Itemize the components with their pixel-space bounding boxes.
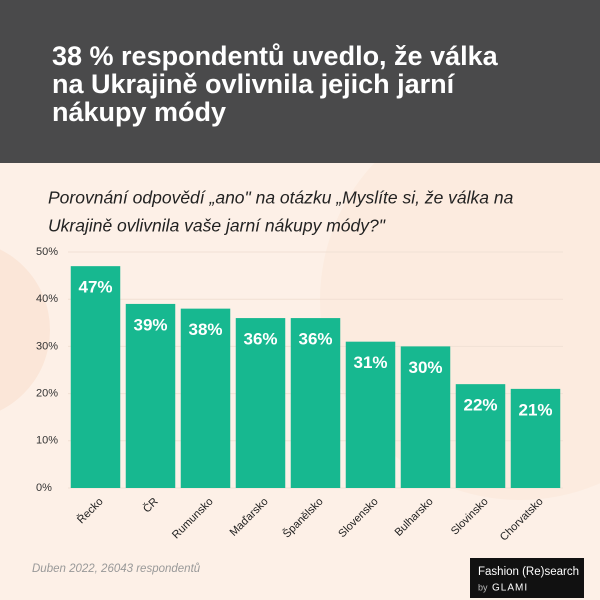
value-label: 30% xyxy=(408,358,442,377)
logo-by: by xyxy=(478,582,488,592)
y-tick-label: 0% xyxy=(36,482,52,494)
header xyxy=(0,0,600,163)
value-label: 31% xyxy=(353,353,387,372)
chart-title: 38 % respondentů uvedlo, že válka xyxy=(52,41,499,71)
y-tick-label: 30% xyxy=(36,340,58,352)
decor-circle xyxy=(0,249,50,411)
y-tick-label: 40% xyxy=(36,293,58,305)
value-label: 36% xyxy=(243,330,277,349)
value-label: 36% xyxy=(298,330,332,349)
subtitle: Ukrajině ovlivnila vaše jarní nákupy mód… xyxy=(48,216,386,236)
logo-text: Fashion (Re)search xyxy=(478,566,579,578)
value-label: 21% xyxy=(518,400,552,419)
bar xyxy=(180,308,231,488)
source: Duben 2022, 26043 respondentů xyxy=(32,563,201,575)
bar xyxy=(510,388,561,488)
chart-title: nákupy módy xyxy=(52,97,226,127)
logo-name: GLAMI xyxy=(492,583,528,594)
y-tick-label: 20% xyxy=(36,388,58,400)
value-label: 47% xyxy=(78,278,112,297)
value-label: 39% xyxy=(133,315,167,334)
subtitle: Porovnání odpovědí „ano" na otázku „Mysl… xyxy=(48,188,514,208)
bar xyxy=(455,384,506,488)
bar xyxy=(400,346,451,488)
y-tick-label: 50% xyxy=(36,246,58,258)
logo-box xyxy=(470,558,584,598)
bar xyxy=(290,318,341,488)
bar xyxy=(345,341,396,488)
value-label: 22% xyxy=(463,396,497,415)
bar xyxy=(70,266,121,488)
bar xyxy=(125,303,176,488)
bar xyxy=(235,318,286,488)
value-label: 38% xyxy=(188,320,222,339)
y-tick-label: 10% xyxy=(36,435,58,447)
chart-title: na Ukrajině ovlivnila jejich jarní xyxy=(52,69,456,99)
